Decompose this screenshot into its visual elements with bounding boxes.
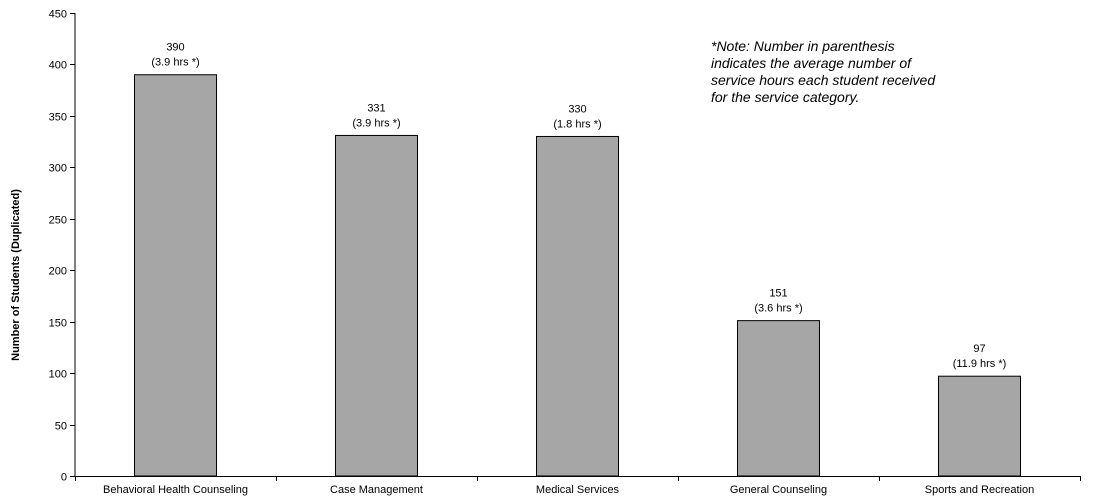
value-label: 151 [769,288,787,300]
bars [134,74,1021,477]
y-tick-label: 150 [49,318,67,330]
note-annotation: *Note: Number in parenthesis indicates t… [711,38,1051,106]
x-axis: Behavioral Health Counseling Case Managem… [75,476,1081,496]
y-tick-label: 300 [49,163,67,175]
value-label: 97 [973,343,985,355]
note-line: for the service category. [711,89,860,105]
category-label: Sports and Recreation [925,484,1034,496]
category-label: Medical Services [536,484,620,496]
y-tick-label: 250 [49,215,67,227]
value-label: 330 [568,103,586,115]
y-tick-label: 100 [49,369,67,381]
hours-label: (3.9 hrs *) [151,57,199,69]
hours-label: (3.9 hrs *) [352,117,400,129]
hours-label: (1.8 hrs *) [553,118,601,130]
bar [335,134,418,477]
bar [536,135,619,477]
note-line: *Note: Number in parenthesis [711,38,895,54]
hours-label: (3.6 hrs *) [754,303,802,315]
hours-label: (11.9 hrs *) [953,358,1007,370]
bar [938,375,1021,477]
category-label: Behavioral Health Counseling [103,484,248,496]
note-line: indicates the average number of [711,55,912,71]
value-label: 390 [166,42,184,54]
bar [134,74,217,477]
value-label: 331 [367,102,385,114]
y-tick-label: 50 [55,421,67,433]
note-line: service hours each student received [711,72,936,88]
y-tick-label: 0 [61,472,67,484]
data-labels: 390 (3.9 hrs *) 331 (3.9 hrs *) 330 (1.8 hrs … [151,42,1006,370]
y-tick-label: 450 [49,9,67,21]
y-tick-label: 200 [49,266,67,278]
category-label: Case Management [330,484,423,496]
bar [737,320,820,477]
y-axis-title: Number of Students (Duplicated) [10,189,22,361]
y-tick-label: 350 [49,112,67,124]
y-tick-label: 400 [49,60,67,72]
category-label: General Counseling [730,484,827,496]
y-axis: 0 50 100 150 200 250 300 350 400 450 [49,9,76,484]
